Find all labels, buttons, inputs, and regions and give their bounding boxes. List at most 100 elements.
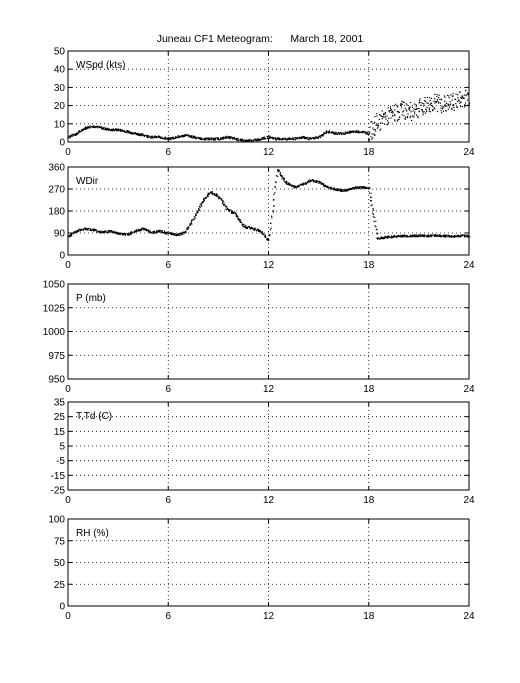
data-point	[198, 205, 201, 208]
data-point	[283, 181, 286, 183]
data-point	[162, 232, 165, 234]
data-point	[186, 228, 188, 230]
data-point	[99, 126, 102, 129]
data-point	[348, 188, 351, 190]
data-point	[291, 184, 293, 187]
x-tick-label: 12	[263, 384, 275, 395]
data-point	[179, 136, 181, 138]
data-point	[404, 118, 407, 120]
data-point	[203, 198, 205, 201]
data-point	[92, 126, 94, 129]
data-point	[250, 139, 253, 141]
data-point	[389, 107, 392, 109]
data-point	[129, 232, 131, 234]
data-point	[317, 180, 319, 182]
data-point	[187, 226, 190, 228]
data-point	[326, 185, 328, 188]
data-point	[271, 137, 273, 139]
data-point	[260, 230, 262, 232]
data-point	[389, 109, 391, 111]
data-point	[434, 102, 436, 104]
data-point	[130, 132, 132, 135]
data-point	[285, 181, 288, 183]
data-point	[372, 127, 374, 129]
data-point	[245, 225, 247, 227]
data-point	[356, 131, 358, 134]
data-point	[197, 136, 199, 138]
data-point	[366, 132, 368, 135]
data-point	[387, 237, 390, 239]
data-point	[211, 193, 214, 195]
data-point	[294, 136, 296, 139]
data-point	[252, 139, 255, 141]
data-point	[205, 138, 207, 140]
data-point	[213, 137, 215, 139]
data-point	[202, 201, 205, 203]
data-point	[250, 227, 252, 229]
data-point	[438, 234, 441, 236]
data-point	[253, 228, 255, 230]
data-point	[455, 103, 457, 105]
data-point	[358, 187, 360, 189]
data-point	[374, 115, 376, 118]
data-point	[69, 233, 72, 235]
data-point	[339, 190, 341, 192]
data-point	[429, 235, 431, 237]
data-point	[465, 234, 467, 236]
data-point	[178, 234, 180, 237]
data-point	[243, 141, 245, 143]
data-point	[431, 235, 433, 237]
data-point	[227, 208, 229, 210]
y-tick-label: 1050	[43, 280, 66, 291]
data-point	[164, 136, 167, 138]
data-point	[204, 139, 206, 141]
data-point	[314, 137, 316, 139]
data-point	[244, 226, 246, 229]
data-point	[162, 138, 164, 140]
data-point	[370, 192, 372, 194]
data-point	[459, 91, 461, 93]
data-point	[384, 111, 387, 114]
data-point	[320, 183, 322, 185]
data-point	[424, 234, 426, 237]
y-tick-label: 10	[54, 119, 66, 130]
data-point	[258, 228, 260, 231]
data-point	[141, 134, 143, 137]
data-point	[173, 234, 175, 236]
data-point	[177, 136, 179, 139]
data-point	[347, 189, 349, 192]
data-point	[128, 131, 130, 133]
data-point	[107, 231, 109, 233]
data-point	[284, 137, 286, 139]
data-point	[399, 116, 401, 118]
data-point	[444, 235, 446, 237]
data-point	[423, 236, 425, 238]
data-point	[277, 138, 280, 140]
data-point	[359, 186, 361, 188]
data-point	[229, 137, 231, 139]
y-tick-label: 5	[59, 442, 65, 453]
data-point	[445, 102, 448, 105]
data-point	[188, 135, 190, 137]
data-point	[202, 202, 204, 204]
data-point	[447, 94, 449, 97]
data-point	[191, 136, 193, 138]
data-point	[217, 196, 220, 198]
data-point	[169, 232, 172, 234]
data-point	[338, 132, 341, 134]
data-point	[124, 234, 126, 236]
data-point	[322, 135, 324, 137]
data-point	[74, 134, 77, 136]
data-point	[434, 98, 436, 100]
data-point	[163, 232, 165, 234]
data-point	[239, 219, 241, 221]
data-point	[384, 235, 386, 237]
data-point	[443, 95, 446, 97]
data-point	[420, 235, 422, 237]
data-point	[447, 108, 449, 110]
data-point	[75, 134, 78, 136]
data-point	[252, 227, 254, 229]
data-point	[269, 137, 271, 140]
data-point	[83, 129, 85, 131]
data-point	[312, 136, 315, 139]
